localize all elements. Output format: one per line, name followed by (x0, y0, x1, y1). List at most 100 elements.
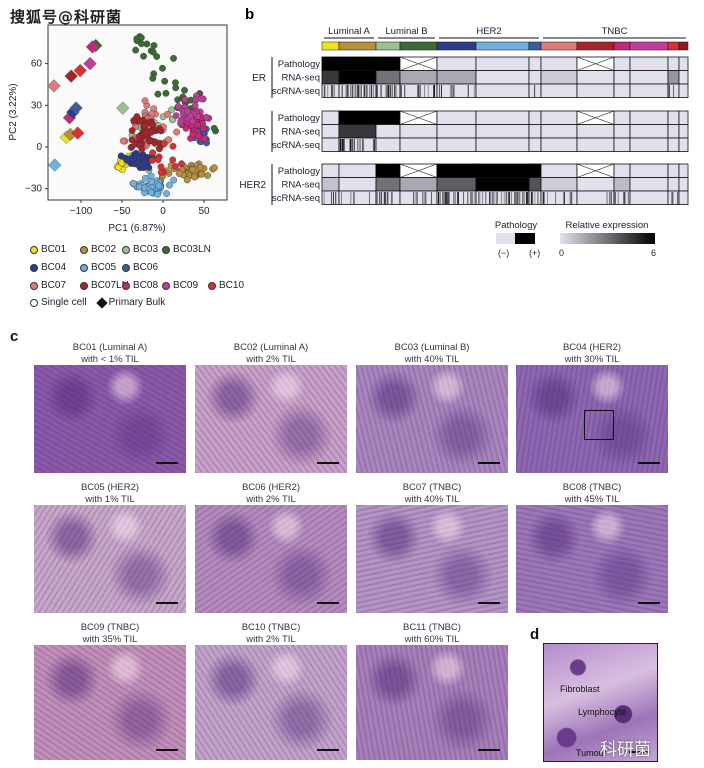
point-BC07LN (138, 145, 146, 153)
scrna-cell-BC03LN (399, 137, 438, 152)
scrna-cell-BC08 (613, 190, 631, 205)
na-cross (576, 56, 615, 71)
legend-swatch (122, 281, 130, 290)
legend-min: 0 (559, 248, 564, 258)
scrna-cell-BC07 (540, 137, 578, 152)
point-BC05 (147, 172, 155, 180)
sample-bar-BC01 (321, 41, 340, 51)
pathology-cell-BC08 (613, 56, 631, 71)
tumour-label: Tumour (576, 748, 607, 758)
histology-BC10: BC10 (TNBC) with 2% TIL (195, 622, 347, 760)
sample-bar-BC05 (475, 41, 530, 51)
panel-label-c: c (10, 328, 19, 345)
rnaseq-cell-BC10 (667, 70, 680, 85)
tile-til: with 35% TIL (82, 634, 138, 645)
point-BC07 (173, 128, 181, 136)
point-BC02 (188, 166, 196, 174)
point-BC03LN (170, 54, 177, 62)
rnaseq-cell-BC03LN (399, 70, 438, 85)
bulk-BC10 (71, 126, 85, 140)
bulk-BC03 (116, 101, 130, 115)
rnaseq-cell-BC07LN (576, 124, 615, 139)
pathology-cell-BC02 (338, 56, 377, 71)
rnaseq-cell-BC04 (436, 70, 477, 85)
legend-item-BC06: BC06 (122, 262, 158, 273)
pathology-cell-BC10 (667, 110, 680, 125)
point-BC02 (210, 164, 218, 172)
pathology-cell-BC02 (338, 110, 377, 125)
point-BC04 (131, 160, 139, 168)
scrna-cell-BC09 (629, 137, 669, 152)
tile-til: with 2% TIL (246, 494, 296, 505)
tile-title: BC01 (Luminal A) (72, 342, 148, 353)
y-tick-label: 60 (31, 59, 43, 70)
pathology-cell-BC02 (338, 163, 377, 178)
sample-bar-BC07 (540, 41, 578, 51)
rnaseq-cell-BC07LN (576, 177, 615, 192)
point-BC03LN (150, 42, 158, 49)
rnaseq-cell-BC08 (613, 124, 631, 139)
scrna-cell-BC09 (629, 83, 669, 98)
marker-label-ER: ER (252, 73, 266, 84)
point-BC10 (148, 156, 156, 164)
legend-item-BC07: BC07 (30, 280, 66, 291)
inset-box (584, 410, 614, 440)
point-BC04 (132, 152, 140, 160)
pathology-cell-BC03 (375, 163, 401, 178)
legend-item-BC03: BC03 (122, 244, 158, 255)
histology-BC11: BC11 (TNBC) with 60% TIL (356, 622, 508, 760)
scrna-cell-BC01 (321, 190, 340, 205)
scrna-cell-BC07LN (576, 190, 615, 205)
rnaseq-cell-BC07LN (576, 70, 615, 85)
scrna-cell-BC05 (475, 83, 530, 98)
rnaseq-cell-BC02 (338, 177, 377, 192)
rnaseq-cell-BC01 (321, 70, 340, 85)
legend-swatch (122, 263, 130, 272)
rnaseq-cell-BC07 (540, 70, 578, 85)
histology-image (34, 365, 186, 473)
sample-bar-BC08 (613, 41, 631, 51)
rnaseq-cell-BC11 (678, 70, 689, 85)
point-BC09 (172, 112, 180, 120)
point-BC04 (145, 164, 153, 171)
legend-swatch (30, 263, 38, 272)
bulk-BC06 (69, 101, 83, 115)
circle-icon (30, 298, 38, 307)
point-BC08 (194, 121, 201, 129)
marker-label-HER2: HER2 (239, 180, 266, 191)
rnaseq-cell-BC09 (629, 177, 669, 192)
sample-bar-BC10 (667, 41, 680, 51)
scale-bar (156, 602, 178, 604)
point-BC10 (169, 142, 177, 150)
legend-swatch (30, 245, 38, 254)
legend-pos: (+) (529, 248, 540, 258)
pathology-cell-BC04 (436, 163, 477, 178)
histology-image (516, 505, 668, 613)
tile-til: with 2% TIL (246, 354, 296, 365)
scale-bar (478, 462, 500, 464)
tile-title: BC08 (TNBC) (562, 482, 622, 493)
histology-image (34, 645, 186, 760)
histology-BC02: BC02 (Luminal A) with 2% TIL (195, 342, 347, 473)
pathology-cell-BC07 (540, 110, 578, 125)
tile-title: BC06 (HER2) (241, 482, 301, 493)
pathology-cell-BC03 (375, 56, 401, 71)
point-BC05 (155, 182, 162, 189)
rnaseq-cell-BC01 (321, 124, 340, 139)
point-BC09 (184, 108, 191, 115)
scale-bar (638, 602, 660, 604)
pathology-cell-BC05 (475, 110, 530, 125)
x-tick-label: 50 (198, 206, 210, 217)
point-BC07LN (157, 127, 165, 135)
sample-bar-BC07LN (576, 41, 615, 51)
point-BC07 (165, 136, 173, 144)
x-tick-label: −100 (70, 206, 93, 217)
scrna-cell-BC11 (678, 83, 689, 98)
rnaseq-cell-BC09 (629, 124, 669, 139)
rnaseq-cell-BC05 (475, 124, 530, 139)
point-BC03LN (132, 46, 140, 54)
na-cross (576, 163, 615, 178)
rnaseq-cell-BC11 (678, 177, 689, 192)
point-BC05 (166, 181, 173, 189)
row-label: Pathology (278, 113, 321, 124)
